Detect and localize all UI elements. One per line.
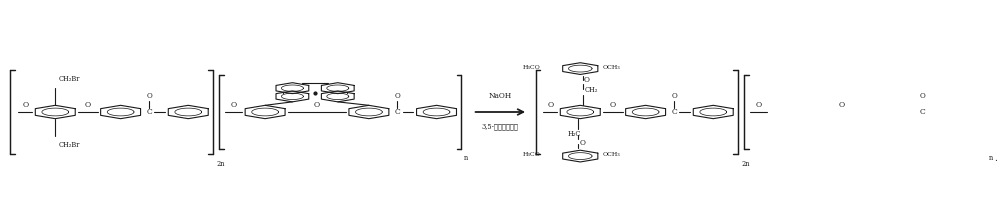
Text: NaOH: NaOH [489, 92, 512, 100]
Text: n: n [989, 154, 993, 162]
Text: H₂C: H₂C [567, 130, 581, 138]
Text: OCH₃: OCH₃ [603, 153, 621, 157]
Text: CH₂: CH₂ [585, 86, 598, 94]
Text: OCH₃: OCH₃ [603, 65, 621, 70]
Text: O: O [84, 101, 91, 109]
Text: O: O [547, 101, 553, 109]
Text: C: C [146, 108, 152, 116]
Text: C: C [671, 108, 677, 116]
Text: CH₂Br: CH₂Br [58, 141, 80, 149]
Text: O: O [839, 101, 845, 109]
Text: .: . [995, 154, 997, 163]
Text: O: O [671, 92, 677, 100]
Text: O: O [231, 101, 237, 109]
Text: CH₂Br: CH₂Br [58, 75, 80, 83]
Text: H₃CO: H₃CO [523, 65, 541, 70]
Text: O: O [609, 101, 616, 109]
Text: O: O [146, 92, 152, 100]
Text: 2n: 2n [742, 160, 750, 168]
Text: C: C [919, 108, 925, 116]
Text: 2n: 2n [217, 160, 225, 168]
Text: O: O [756, 101, 762, 109]
Text: O: O [579, 139, 585, 147]
Text: 3,5-四甲氧基苯酚: 3,5-四甲氧基苯酚 [482, 122, 519, 130]
Text: O: O [22, 101, 28, 109]
Text: n: n [464, 154, 468, 162]
Text: O: O [394, 92, 400, 100]
Text: O: O [919, 92, 925, 100]
Text: O: O [584, 76, 590, 84]
Text: H₃CO: H₃CO [523, 153, 541, 157]
Text: O: O [314, 101, 320, 109]
Text: C: C [394, 108, 400, 116]
